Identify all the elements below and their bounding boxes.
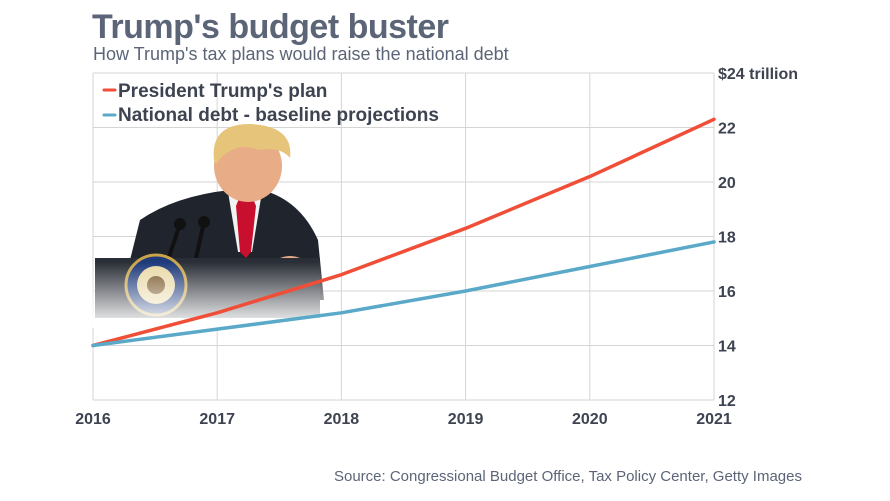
y-tick-label: 20 [718, 175, 736, 192]
y-tick-label: $24 trillion [718, 66, 798, 83]
y-tick-label: 16 [718, 284, 736, 301]
x-tick-label: 2018 [324, 411, 360, 428]
trump-photo [92, 124, 324, 328]
series-lines [91, 117, 716, 348]
series-line-baseline [91, 240, 716, 348]
y-tick-label: 18 [718, 230, 736, 247]
chart-subtitle: How Trump's tax plans would raise the na… [93, 44, 509, 64]
chart-title: Trump's budget buster [92, 8, 449, 46]
series-line-trump-plan [91, 117, 716, 348]
y-tick-label: 12 [718, 393, 736, 410]
y-tick-label: 22 [718, 121, 736, 138]
x-tick-label: 2019 [448, 411, 484, 428]
legend: President Trump's plan National debt - b… [102, 81, 439, 126]
x-tick-label: 2020 [572, 411, 608, 428]
x-tick-label: 2021 [696, 411, 732, 428]
x-tick-label: 2016 [75, 411, 111, 428]
legend-label-trump-plan: President Trump's plan [118, 81, 327, 102]
legend-label-baseline: National debt - baseline projections [118, 105, 439, 126]
x-tick-label: 2017 [199, 411, 235, 428]
y-tick-label: 14 [718, 339, 736, 356]
source-note: Source: Congressional Budget Office, Tax… [333, 468, 802, 485]
